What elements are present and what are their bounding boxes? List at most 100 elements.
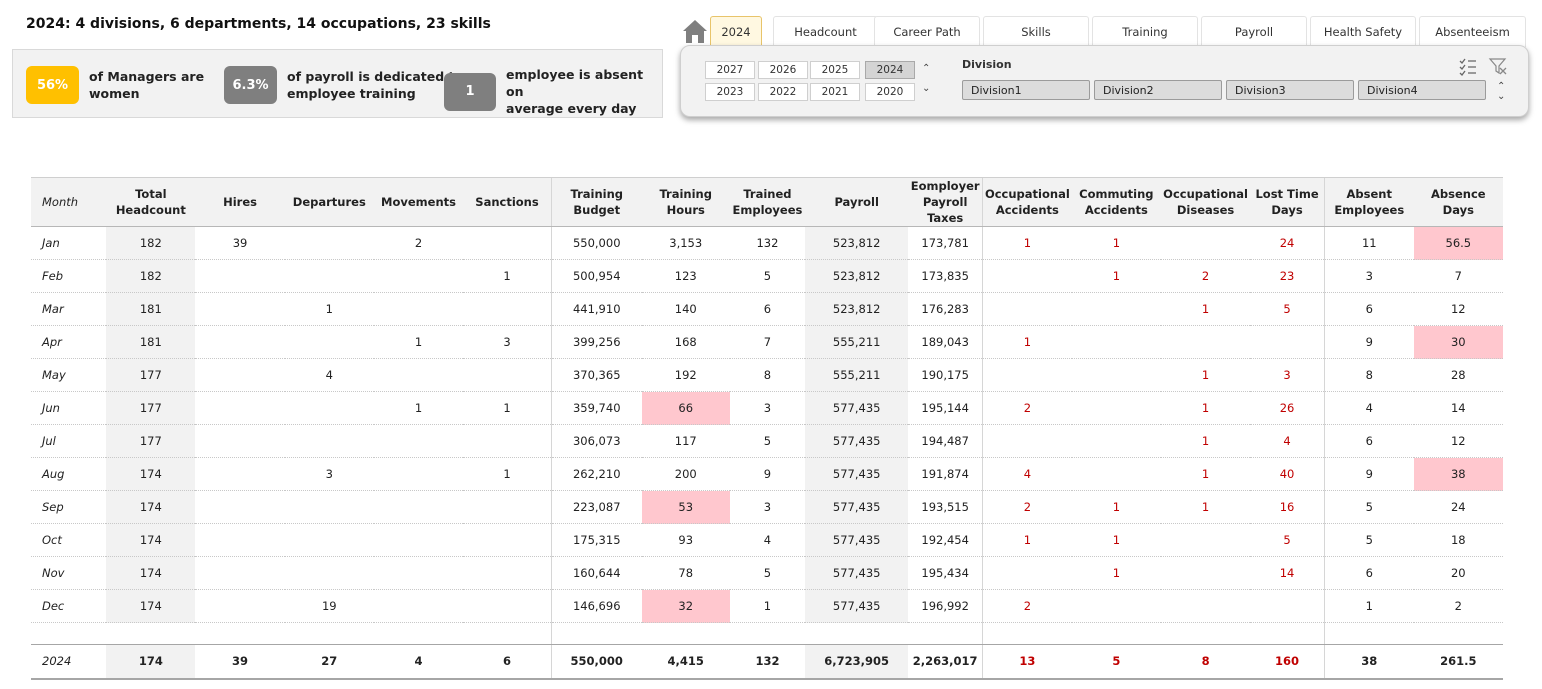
table-cell: 577,435 [805, 556, 909, 590]
tab-headcount[interactable]: Headcount [773, 16, 878, 47]
tab-skills[interactable]: Skills [983, 16, 1089, 47]
year-button-2026[interactable]: 2026 [758, 61, 808, 79]
table-cell: 2 [373, 226, 464, 260]
table-cell: 370,365 [550, 358, 642, 392]
table-row: Jun 177 1 1 359,740 66 3 577,435 195,144 2 1 26 4 14 [31, 391, 1503, 425]
table-cell: 399,256 [550, 325, 642, 359]
table-cell [1071, 292, 1161, 326]
table-cell [195, 490, 285, 524]
spacer-cell [1160, 622, 1251, 645]
year-button-2021[interactable]: 2021 [810, 83, 860, 101]
table-cell: 191,874 [908, 457, 983, 491]
table-cell: 550,000 [550, 226, 642, 260]
table-cell [373, 358, 464, 392]
table-cell: 3 [729, 490, 806, 524]
table-cell [463, 226, 552, 260]
table-cell: 1 [1071, 259, 1161, 293]
table-cell: 5 [1323, 490, 1414, 524]
table-cell: 19 [284, 589, 374, 623]
table-cell: 4 [729, 523, 806, 557]
table-cell: 7 [1413, 259, 1503, 293]
table-cell: 14 [1250, 556, 1325, 590]
year-button-2023[interactable]: 2023 [705, 83, 755, 101]
table-cell: 1 [373, 391, 464, 425]
division-scroll-up-icon[interactable]: ⌃ [1497, 81, 1506, 92]
table-cell: 5 [1250, 292, 1325, 326]
tab-2024[interactable]: 2024 [710, 16, 762, 47]
table-row: Dec 174 19 146,696 32 1 577,435 196,992 2 1 2 [31, 589, 1503, 623]
spacer-cell [729, 622, 806, 645]
year-scroll-down-icon[interactable]: ⌄ [922, 83, 931, 94]
division-button-3[interactable]: Division3 [1226, 80, 1354, 100]
spacer-cell [463, 622, 552, 645]
table-cell: 441,910 [550, 292, 642, 326]
column-header: Movements [373, 177, 464, 227]
table-cell: 16 [1250, 490, 1325, 524]
table-cell [1071, 391, 1161, 425]
tab-payroll[interactable]: Payroll [1201, 16, 1307, 47]
table-cell: 500,954 [550, 259, 642, 293]
month-cell: Oct [31, 523, 107, 557]
table-cell [284, 391, 374, 425]
year-scroll-up-icon[interactable]: ⌃ [922, 63, 931, 74]
table-cell: 174 [106, 556, 196, 590]
table-cell: 38 [1323, 644, 1414, 680]
table-cell [373, 490, 464, 524]
table-cell [1071, 589, 1161, 623]
table-cell: 3 [284, 457, 374, 491]
table-cell: 577,435 [805, 490, 909, 524]
kpi-badge: 1 [444, 72, 497, 111]
year-button-2024[interactable]: 2024 [865, 61, 915, 79]
table-cell: 3 [729, 391, 806, 425]
division-button-1[interactable]: Division1 [962, 80, 1090, 100]
table-cell: 200 [641, 457, 730, 491]
kpi-panel: 56% of Managers are women 6.3% of payroll… [12, 49, 663, 118]
year-button-2020[interactable]: 2020 [865, 83, 915, 101]
table-cell: 182 [106, 259, 196, 293]
clear-filter-icon[interactable] [1488, 56, 1508, 76]
table-cell: 1 [1160, 391, 1251, 425]
tab-career-path[interactable]: Career Path [874, 16, 980, 47]
table-cell: 168 [641, 325, 730, 359]
column-header: Commuting Accidents [1071, 177, 1161, 227]
year-button-2025[interactable]: 2025 [810, 61, 860, 79]
table-cell [373, 424, 464, 458]
tab-absenteeism[interactable]: Absenteeism [1419, 16, 1526, 47]
division-scroll-down-icon[interactable]: ⌄ [1497, 91, 1506, 102]
spacer-cell [31, 622, 107, 645]
table-cell: 66 [641, 391, 730, 425]
table-cell: 174 [106, 523, 196, 557]
spacer-cell [550, 622, 642, 645]
table-cell: 3 [1250, 358, 1325, 392]
table-cell: 1 [1160, 424, 1251, 458]
table-cell: 2 [981, 391, 1072, 425]
division-button-4[interactable]: Division4 [1358, 80, 1486, 100]
tab-health-safety[interactable]: Health Safety [1310, 16, 1416, 47]
table-cell: 3 [463, 325, 552, 359]
table-cell: 39 [195, 644, 285, 680]
table-cell [373, 556, 464, 590]
year-button-2027[interactable]: 2027 [705, 61, 755, 79]
table-row: Mar 181 1 441,910 140 6 523,812 176,283 1 5 6 12 [31, 292, 1503, 326]
table-cell: 555,211 [805, 358, 909, 392]
kpi-absent-daily: 1 employee is absent on average every day [444, 66, 662, 117]
table-cell: 9 [1323, 457, 1414, 491]
table-cell: 4 [284, 358, 374, 392]
division-button-2[interactable]: Division2 [1094, 80, 1222, 100]
year-button-2022[interactable]: 2022 [758, 83, 808, 101]
spacer-cell [805, 622, 909, 645]
table-cell: 174 [106, 589, 196, 623]
column-header: Month [31, 177, 107, 227]
month-cell: Feb [31, 259, 107, 293]
table-cell: 132 [729, 644, 806, 680]
table-cell [373, 292, 464, 326]
multi-select-icon[interactable] [1458, 56, 1478, 76]
tab-training[interactable]: Training [1092, 16, 1198, 47]
table-cell: 6 [1323, 424, 1414, 458]
month-cell: May [31, 358, 107, 392]
table-cell: 3 [1323, 259, 1414, 293]
table-cell: 160 [1250, 644, 1325, 680]
home-icon[interactable] [682, 18, 708, 44]
spacer-row [31, 622, 1503, 645]
spacer-cell [641, 622, 730, 645]
